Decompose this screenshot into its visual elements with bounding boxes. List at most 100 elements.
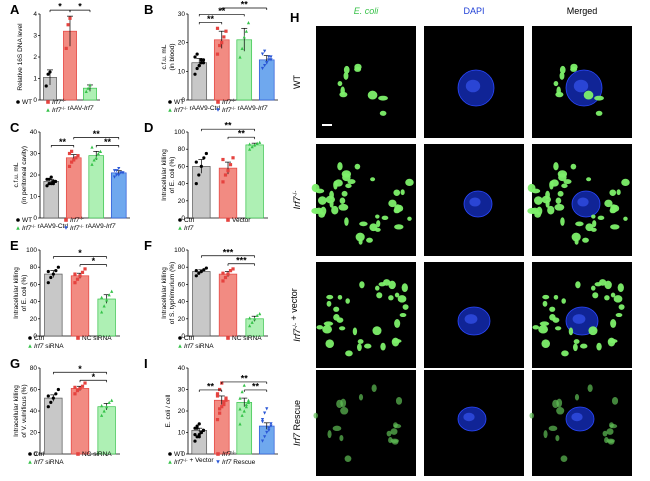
bacterium <box>549 180 554 190</box>
data-point <box>73 392 77 396</box>
legend-marker <box>178 218 182 222</box>
data-point <box>265 407 269 411</box>
data-point <box>197 422 201 426</box>
significance-label: * <box>92 256 96 266</box>
data-point <box>68 16 72 20</box>
significance-label: ** <box>238 129 246 139</box>
bacterium <box>557 190 564 197</box>
bacterium <box>337 162 343 171</box>
data-point <box>253 317 257 321</box>
data-point <box>248 324 252 328</box>
data-point <box>112 169 117 173</box>
legend-entry: Irf7 siRNA <box>34 343 64 350</box>
data-point <box>92 158 96 162</box>
data-point <box>119 171 123 175</box>
data-point <box>100 310 104 314</box>
y-tick-label: 30 <box>178 11 186 18</box>
y-tick-label: 10 <box>178 68 186 75</box>
data-point <box>267 55 271 59</box>
data-point <box>269 58 273 62</box>
data-point <box>231 156 235 160</box>
data-point <box>248 316 252 320</box>
legend-entry: Ctrl <box>34 451 45 458</box>
panel-label: C <box>10 120 20 135</box>
data-point <box>46 281 50 285</box>
micrograph-tile <box>532 26 632 138</box>
bacterium <box>332 425 342 431</box>
bacterium <box>311 183 320 193</box>
legend-entry: WT <box>174 99 184 106</box>
data-point <box>194 269 198 273</box>
data-point <box>115 169 119 173</box>
micrograph-tile <box>532 262 632 368</box>
y-tick-label: 10 <box>178 430 186 437</box>
data-point <box>263 435 267 439</box>
data-point <box>47 177 51 181</box>
bacterium <box>552 399 559 409</box>
y-axis-label-line2: of E. coli (%) <box>21 275 28 312</box>
bacterium <box>325 339 334 348</box>
bacterium <box>554 203 565 211</box>
bacterium <box>560 217 565 226</box>
bacterium <box>355 232 365 242</box>
data-point <box>44 84 48 88</box>
y-axis-label-line1: Intracellular killing <box>161 149 168 201</box>
bacterium <box>583 90 594 100</box>
bacterium <box>380 342 386 351</box>
bacterium <box>313 412 319 419</box>
bacterium <box>617 283 624 293</box>
bacterium <box>394 319 401 328</box>
data-point <box>204 151 208 156</box>
bacterium <box>568 327 574 336</box>
bacterium <box>595 110 603 116</box>
data-point <box>84 89 88 93</box>
bacterium <box>606 428 614 435</box>
y-tick-label: 20 <box>30 430 38 437</box>
micrograph-tile <box>424 26 524 138</box>
legend-entry: Ctrl <box>34 335 45 342</box>
bacterium <box>322 325 333 334</box>
bacterium <box>609 189 617 196</box>
data-point <box>199 164 203 168</box>
bacterium <box>591 214 596 219</box>
row-label: Irf7 Rescue <box>292 400 302 446</box>
y-tick-label: 20 <box>30 316 38 323</box>
data-point <box>258 312 262 316</box>
data-point <box>194 274 198 278</box>
y-tick-label: 80 <box>30 264 38 271</box>
bacterium <box>559 71 565 80</box>
data-point <box>238 422 242 426</box>
bacterium <box>388 199 397 208</box>
y-tick-label: 20 <box>178 40 186 47</box>
bacterium <box>358 394 364 401</box>
data-point <box>231 267 235 271</box>
bacterium <box>591 285 596 291</box>
data-point <box>197 64 201 68</box>
y-tick-label: 60 <box>30 387 38 394</box>
bacterium <box>327 430 332 439</box>
y-tick-label: 3 <box>33 33 37 40</box>
bacterium <box>613 295 623 303</box>
data-point <box>244 29 248 33</box>
bacterium <box>345 183 352 189</box>
bacterium <box>611 397 619 405</box>
legend-entry: Irf7-/- rAAV9-Irf7 <box>222 105 268 114</box>
micrograph-tile <box>316 26 416 138</box>
y-tick-label: 60 <box>30 281 38 288</box>
bacterium <box>354 163 361 170</box>
micrograph-tile <box>424 370 524 476</box>
bacterium <box>592 292 599 299</box>
bacterium <box>618 304 625 310</box>
panel-label: F <box>144 238 152 253</box>
column-title: DAPI <box>463 6 484 16</box>
data-point <box>265 430 269 435</box>
bacterium <box>555 434 560 442</box>
bacterium <box>402 304 409 310</box>
bacterium <box>376 220 381 228</box>
y-tick-label: 80 <box>178 146 186 153</box>
data-point <box>269 424 273 428</box>
bar <box>218 167 238 219</box>
y-axis-label-line2: of E. coli (%) <box>169 157 176 194</box>
data-point <box>260 439 265 443</box>
data-point <box>242 409 246 413</box>
